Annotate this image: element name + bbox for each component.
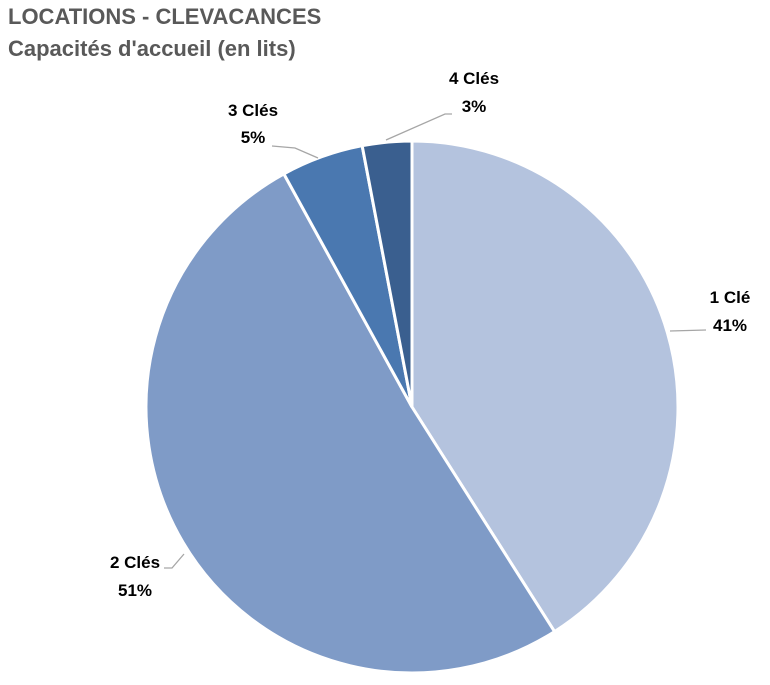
- slice-label-1-cle: 1 Clé: [710, 288, 751, 307]
- slice-label-4-cles: 4 Clés: [449, 69, 499, 88]
- leader-line-1: [669, 329, 707, 332]
- slice-label-2-cles: 2 Clés: [110, 553, 160, 572]
- slice-value-1-cle: 41%: [713, 316, 747, 335]
- leader-line-3: [271, 145, 319, 159]
- leader-line-4: [385, 113, 452, 141]
- chart-subtitle: Capacités d'accueil (en lits): [8, 36, 296, 61]
- chart-title: LOCATIONS - CLEVACANCES: [8, 4, 322, 29]
- pie-slice-1-cl-: [410, 139, 680, 634]
- slice-value-2-cles: 51%: [118, 581, 152, 600]
- slice-label-3-cles: 3 Clés: [228, 101, 278, 120]
- leader-line-2: [164, 553, 185, 569]
- slice-value-4-cles: 3%: [462, 97, 487, 116]
- pie-slice-2-cl-s: [144, 171, 557, 675]
- pie-slice-4-cl-s: [360, 139, 414, 408]
- slice-value-3-cles: 5%: [241, 128, 266, 147]
